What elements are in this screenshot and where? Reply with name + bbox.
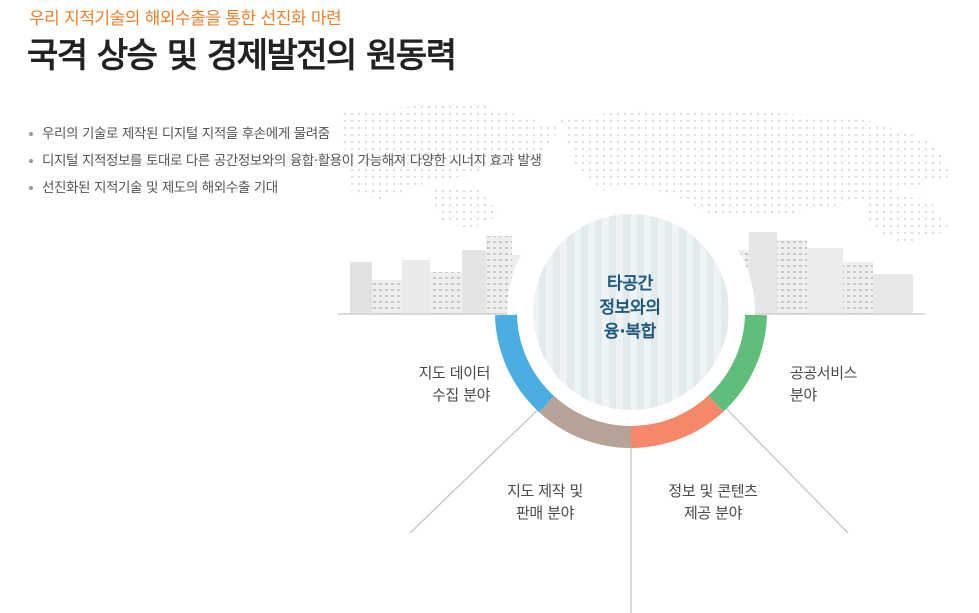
segment-data-collection bbox=[495, 314, 555, 413]
bullet-dot-icon bbox=[29, 186, 33, 190]
segment-public-service bbox=[708, 314, 767, 412]
label-line: 수집 분야 bbox=[432, 386, 490, 404]
label-line: 제공 분야 bbox=[684, 504, 742, 522]
label-line: 지도 제작 및 bbox=[507, 482, 583, 500]
label-data-collection: 지도 데이터 수집 분야 bbox=[370, 362, 491, 406]
world-map-dots bbox=[340, 102, 955, 245]
label-line: 분야 bbox=[790, 386, 817, 404]
bullet-text: 우리의 기술로 제작된 디지털 지적을 후손에게 물려줌 bbox=[42, 126, 330, 142]
label-line: 판매 분야 bbox=[516, 504, 574, 522]
label-content-provision: 정보 및 콘텐츠 제공 분야 bbox=[648, 480, 778, 524]
label-line: 공공서비스 bbox=[790, 364, 858, 382]
connector-lines bbox=[409, 397, 849, 613]
bullet-text: 선진화된 지적기술 및 제도의 해외수출 기대 bbox=[42, 180, 278, 196]
center-label-line-3: 융·복합 bbox=[603, 322, 657, 342]
segment-ring bbox=[495, 314, 767, 448]
center-label-line-1: 타공간 bbox=[606, 274, 654, 294]
bullet-text: 디지털 지적정보를 토대로 다른 공간정보와의 융합·활용이 가능해져 다양한 … bbox=[42, 153, 542, 169]
bullet-item: 디지털 지적정보를 토대로 다른 공간정보와의 융합·활용이 가능해져 다양한 … bbox=[27, 152, 542, 179]
segment-content-provision bbox=[630, 395, 724, 448]
page-subtitle: 우리 지적기술의 해외수출을 통한 선진화 마련 bbox=[29, 9, 342, 29]
label-line: 지도 데이터 bbox=[418, 364, 491, 382]
page-title: 국격 상승 및 경제발전의 원동력 bbox=[27, 36, 457, 76]
city-skyline bbox=[338, 232, 925, 315]
center-circle bbox=[529, 210, 733, 414]
label-public-service: 공공서비스 분야 bbox=[790, 362, 900, 406]
bullet-dot-icon bbox=[29, 132, 33, 136]
bullet-dot-icon bbox=[29, 159, 33, 163]
bullet-item: 우리의 기술로 제작된 디지털 지적을 후손에게 물려줌 bbox=[27, 125, 542, 152]
bullet-item: 선진화된 지적기술 및 제도의 해외수출 기대 bbox=[27, 179, 542, 206]
center-label-line-2: 정보와의 bbox=[599, 298, 661, 318]
segment-map-production bbox=[539, 395, 632, 448]
label-line: 정보 및 콘텐츠 bbox=[668, 482, 758, 500]
label-map-production: 지도 제작 및 판매 분야 bbox=[480, 480, 610, 524]
bullet-list: 우리의 기술로 제작된 디지털 지적을 후손에게 물려줌 디지털 지적정보를 토… bbox=[27, 125, 542, 206]
center-label: 타공간 정보와의 융·복합 bbox=[560, 272, 700, 344]
